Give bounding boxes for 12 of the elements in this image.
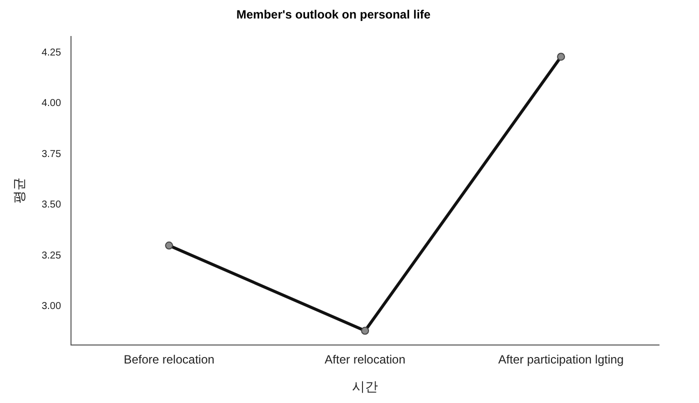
x-tick-label: After relocation — [324, 352, 406, 367]
x-tick-label: After participation lgting — [498, 352, 624, 367]
y-tick-label: 3.25 — [42, 250, 62, 262]
y-axis-title: 평균 — [11, 178, 26, 204]
x-axis-title: 시간 — [352, 378, 378, 394]
y-tick-label: 3.00 — [42, 301, 62, 312]
y-tick-label: 4.00 — [42, 98, 62, 110]
y-tick-label: 4.25 — [42, 47, 62, 58]
x-tick-label: Before relocation — [124, 352, 214, 367]
chart-title: Member's outlook on personal life — [236, 8, 431, 22]
y-tick-label: 3.75 — [42, 148, 62, 160]
y-tick-label: 3.50 — [42, 200, 62, 211]
